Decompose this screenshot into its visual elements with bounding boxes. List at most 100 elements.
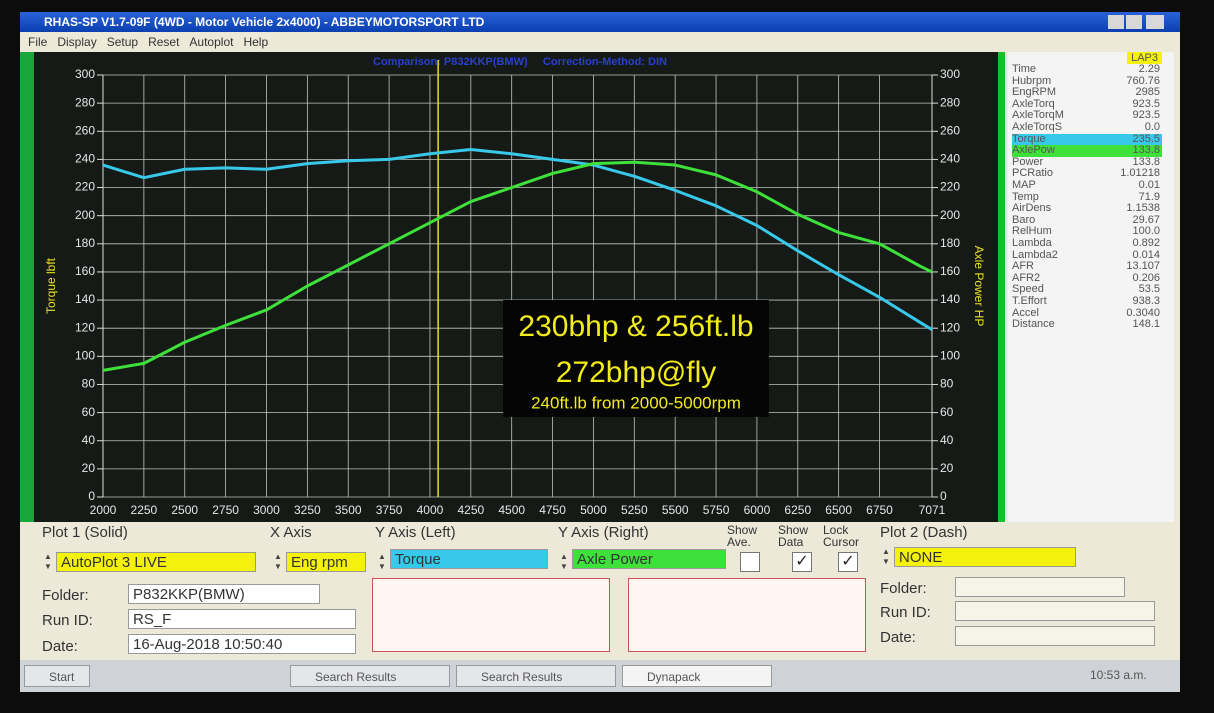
- y-tick-label: 140: [75, 292, 95, 306]
- x-tick-label: 4250: [457, 503, 484, 517]
- minimize-button[interactable]: [1108, 15, 1124, 29]
- y2-tick-label: 220: [940, 180, 960, 194]
- plot2-select[interactable]: NONE: [894, 547, 1076, 567]
- x-tick-label: 4000: [417, 503, 444, 517]
- x-tick-label: 6000: [744, 503, 771, 517]
- readout-row: AFR2 0.206: [1012, 272, 1162, 285]
- y2-axis-title: Axle Power HP: [972, 246, 986, 327]
- y-right-label: Y Axis (Right): [558, 524, 649, 541]
- y2-tick-label: 120: [940, 320, 960, 334]
- readout-value: 2985: [1135, 86, 1160, 99]
- show-ave-checkbox[interactable]: [740, 552, 760, 572]
- run-id-field[interactable]: RS_F: [128, 609, 356, 629]
- x-tick-label: 3750: [376, 503, 403, 517]
- spinner[interactable]: ▲ ▼: [378, 552, 386, 571]
- close-button[interactable]: [1146, 15, 1164, 29]
- date-field[interactable]: [955, 626, 1155, 646]
- spinner[interactable]: ▲ ▼: [882, 547, 890, 566]
- y-tick-label: 40: [82, 433, 96, 447]
- panel-edge: [20, 52, 34, 522]
- y2-tick-label: 0: [940, 489, 947, 503]
- y-left-select[interactable]: Torque: [390, 549, 548, 569]
- y-tick-label: 0: [88, 489, 95, 503]
- readout-row: Distance 148.1: [1012, 318, 1162, 331]
- readout-row: Time 2.29: [1012, 63, 1162, 76]
- y2-tick-label: 40: [940, 433, 954, 447]
- folder-field[interactable]: P832KKP(BMW): [128, 584, 320, 604]
- readout-row: Hubrpm 760.76: [1012, 75, 1162, 88]
- run-id-field[interactable]: [955, 601, 1155, 621]
- title-bar: RHAS-SP V1.7-09F (4WD - Motor Vehicle 2x…: [20, 12, 1180, 32]
- y-tick-label: 180: [75, 236, 95, 250]
- y-tick-label: 200: [75, 208, 95, 222]
- date-field[interactable]: 16-Aug-2018 10:50:40: [128, 634, 356, 654]
- y-tick-label: 260: [75, 123, 95, 137]
- x-tick-label: 6250: [784, 503, 811, 517]
- readout-label: T.Effort: [1012, 295, 1047, 307]
- show-data-checkbox[interactable]: ✓: [792, 552, 812, 572]
- task-button[interactable]: Search Results: [456, 665, 616, 687]
- readout-value: 2.29: [1138, 63, 1160, 75]
- annotation: 272bhp@fly: [556, 356, 717, 389]
- notes-box[interactable]: [628, 578, 866, 652]
- readout-row: Lambda2 0.014: [1012, 249, 1162, 262]
- x-tick-label: 2000: [90, 503, 117, 517]
- readout-value: 1.1538: [1126, 202, 1160, 215]
- readout-row: Speed 53.5: [1012, 284, 1162, 296]
- x-axis-select[interactable]: Eng rpm: [286, 552, 366, 572]
- y2-tick-label: 240: [940, 152, 960, 166]
- y2-tick-label: 280: [940, 95, 960, 109]
- readout-row: RelHum 100.0: [1012, 226, 1162, 238]
- y-right-select[interactable]: Axle Power: [572, 549, 726, 569]
- plot1-select[interactable]: AutoPlot 3 LIVE: [56, 552, 256, 572]
- readout-label: Accel: [1012, 306, 1039, 319]
- x-tick-label: 5500: [662, 503, 689, 517]
- menu-item[interactable]: File: [28, 35, 48, 49]
- menu-bar: File Display Setup Reset Autoplot Help: [20, 32, 1180, 52]
- readout-label: Speed: [1012, 283, 1044, 296]
- x-tick-label: 4500: [498, 503, 525, 517]
- y2-tick-label: 60: [940, 405, 954, 419]
- maximize-button[interactable]: [1126, 15, 1142, 29]
- menu-item[interactable]: Help: [243, 35, 269, 49]
- menu-item[interactable]: Reset: [148, 35, 180, 49]
- y2-tick-label: 80: [940, 377, 954, 391]
- y-tick-label: 280: [75, 95, 95, 109]
- y2-tick-label: 20: [940, 461, 954, 475]
- plot1-label: Plot 1 (Solid): [42, 524, 128, 541]
- readout-value: 0.3040: [1126, 306, 1160, 319]
- notes-box[interactable]: [372, 578, 610, 652]
- readout-label: AxleTorq: [1012, 97, 1055, 110]
- readout-value: 0.01: [1138, 179, 1160, 191]
- y-tick-label: 80: [82, 377, 96, 391]
- readout-header: LAP3: [1127, 52, 1162, 64]
- folder-field[interactable]: [955, 577, 1125, 597]
- spinner[interactable]: ▲ ▼: [560, 552, 568, 571]
- y-tick-label: 240: [75, 152, 95, 166]
- menu-item[interactable]: Setup: [106, 35, 139, 49]
- menu-item[interactable]: Display: [57, 35, 97, 49]
- y-tick-label: 160: [75, 264, 95, 278]
- lock-cursor-checkbox[interactable]: ✓: [838, 552, 858, 572]
- readout-row: EngRPM 2985: [1012, 86, 1162, 99]
- readout-value: 923.5: [1132, 97, 1160, 110]
- readout-row: Temp 71.9: [1012, 191, 1162, 204]
- y-tick-label: 100: [75, 349, 95, 363]
- x-tick-label: 5000: [580, 503, 607, 517]
- series-line: [102, 160, 933, 372]
- y-tick-label: 220: [75, 180, 95, 194]
- start-button[interactable]: Start: [24, 665, 90, 687]
- task-button[interactable]: Search Results: [290, 665, 450, 687]
- readout-row: Torque 235.5: [1012, 132, 1162, 146]
- show-data-label: Show Data: [778, 523, 809, 549]
- y-left-label: Y Axis (Left): [375, 524, 456, 541]
- readout-label: Torque: [1012, 132, 1046, 145]
- spinner[interactable]: ▲ ▼: [44, 552, 52, 571]
- readout-row: PCRatio 1.01218: [1012, 168, 1162, 180]
- chart-header: Comparison: P832KKP(BMW) Correction-Meth…: [373, 56, 667, 68]
- readout-label: AxleTorqM: [1012, 109, 1064, 122]
- spinner[interactable]: ▲ ▼: [274, 552, 282, 571]
- task-button[interactable]: Dynapack: [622, 665, 772, 687]
- menu-item[interactable]: Autoplot: [189, 35, 234, 49]
- readout-row: AxleTorq 923.5: [1012, 97, 1162, 111]
